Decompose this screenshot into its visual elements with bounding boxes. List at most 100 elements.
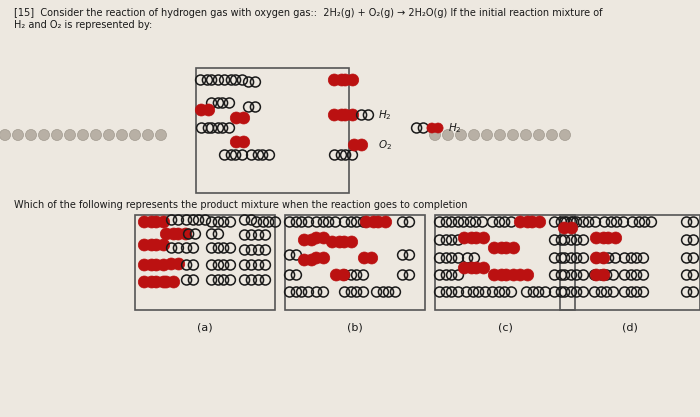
Circle shape xyxy=(238,112,250,124)
Circle shape xyxy=(598,252,610,264)
Circle shape xyxy=(379,216,392,228)
Circle shape xyxy=(328,109,340,121)
Circle shape xyxy=(310,252,322,264)
Circle shape xyxy=(496,242,508,254)
Circle shape xyxy=(158,276,169,288)
Circle shape xyxy=(298,254,310,266)
Circle shape xyxy=(368,216,379,228)
Circle shape xyxy=(458,262,470,274)
Circle shape xyxy=(139,216,150,228)
Circle shape xyxy=(427,123,437,133)
Circle shape xyxy=(13,130,24,141)
Bar xyxy=(435,215,575,310)
Circle shape xyxy=(521,130,531,141)
Circle shape xyxy=(590,252,602,264)
Circle shape xyxy=(458,232,470,244)
Circle shape xyxy=(500,269,512,281)
Circle shape xyxy=(318,232,330,244)
Circle shape xyxy=(456,130,466,141)
Circle shape xyxy=(139,259,150,271)
Circle shape xyxy=(559,222,570,234)
Circle shape xyxy=(150,239,162,251)
Circle shape xyxy=(514,216,526,228)
Circle shape xyxy=(158,239,169,251)
Circle shape xyxy=(526,216,538,228)
Circle shape xyxy=(489,242,500,254)
Circle shape xyxy=(326,236,338,248)
Circle shape xyxy=(590,232,602,244)
Circle shape xyxy=(533,130,545,141)
Text: $H_2$: $H_2$ xyxy=(448,121,461,135)
Circle shape xyxy=(0,130,10,141)
Circle shape xyxy=(318,252,330,264)
Circle shape xyxy=(330,269,342,281)
Circle shape xyxy=(477,232,490,244)
Circle shape xyxy=(508,269,519,281)
Circle shape xyxy=(173,258,185,270)
Circle shape xyxy=(522,216,533,228)
Circle shape xyxy=(358,252,370,264)
Circle shape xyxy=(468,130,480,141)
Circle shape xyxy=(38,130,50,141)
Circle shape xyxy=(508,242,519,254)
Circle shape xyxy=(466,232,477,244)
Circle shape xyxy=(146,216,158,228)
Circle shape xyxy=(160,276,172,288)
Bar xyxy=(560,215,700,310)
Circle shape xyxy=(346,109,358,121)
Circle shape xyxy=(139,276,150,288)
Text: (d): (d) xyxy=(622,322,638,332)
Circle shape xyxy=(496,269,508,281)
Circle shape xyxy=(337,269,350,281)
Circle shape xyxy=(533,216,546,228)
Circle shape xyxy=(146,276,158,288)
Text: H₂ and O₂ is represented by:: H₂ and O₂ is represented by: xyxy=(14,20,153,30)
Text: $H_2$: $H_2$ xyxy=(378,108,391,122)
Circle shape xyxy=(610,232,622,244)
Circle shape xyxy=(158,259,169,271)
Circle shape xyxy=(310,232,322,244)
Circle shape xyxy=(482,130,493,141)
Circle shape xyxy=(334,236,346,248)
Circle shape xyxy=(146,239,158,251)
Circle shape xyxy=(230,112,242,124)
Text: [15]  Consider the reaction of hydrogen gas with oxygen gas::  2H₂(g) + O₂(g) → : [15] Consider the reaction of hydrogen g… xyxy=(14,8,603,18)
Text: (c): (c) xyxy=(498,322,512,332)
Circle shape xyxy=(25,130,36,141)
Circle shape xyxy=(146,259,158,271)
Circle shape xyxy=(466,262,477,274)
Circle shape xyxy=(590,269,602,281)
Circle shape xyxy=(340,74,351,86)
Circle shape xyxy=(150,216,162,228)
Circle shape xyxy=(547,130,557,141)
Circle shape xyxy=(336,109,348,121)
Circle shape xyxy=(130,130,141,141)
Circle shape xyxy=(500,242,512,254)
Circle shape xyxy=(160,228,172,240)
Circle shape xyxy=(340,109,351,121)
Circle shape xyxy=(433,123,443,133)
Circle shape xyxy=(477,262,490,274)
Circle shape xyxy=(165,258,177,270)
Circle shape xyxy=(430,130,440,141)
Circle shape xyxy=(52,130,62,141)
Circle shape xyxy=(470,232,482,244)
Circle shape xyxy=(150,259,162,271)
Circle shape xyxy=(365,252,378,264)
Circle shape xyxy=(602,232,615,244)
Circle shape xyxy=(328,74,340,86)
Circle shape xyxy=(349,139,361,151)
Text: (a): (a) xyxy=(197,322,213,332)
Circle shape xyxy=(139,239,150,251)
Circle shape xyxy=(514,269,526,281)
Circle shape xyxy=(150,276,162,288)
Circle shape xyxy=(566,222,578,234)
Circle shape xyxy=(306,234,318,246)
Circle shape xyxy=(155,130,167,141)
Circle shape xyxy=(78,130,88,141)
Circle shape xyxy=(346,74,358,86)
Circle shape xyxy=(306,254,318,266)
Circle shape xyxy=(298,234,310,246)
Circle shape xyxy=(598,269,610,281)
Circle shape xyxy=(230,136,242,148)
